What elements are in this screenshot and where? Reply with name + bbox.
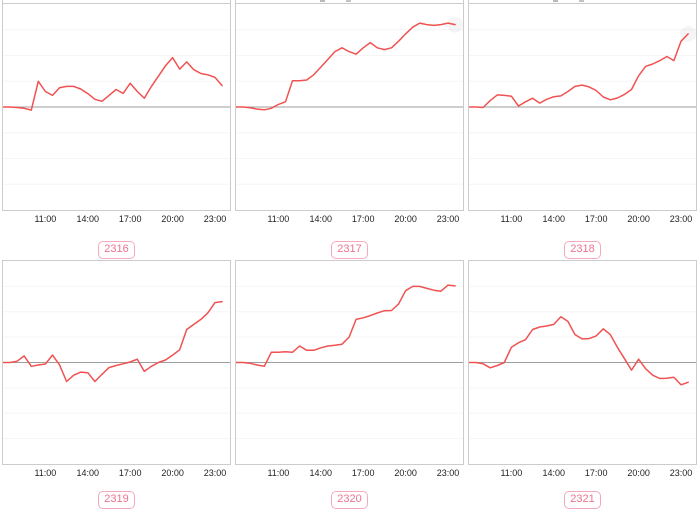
badge-row: 2317: [235, 230, 464, 259]
chart-id-badge[interactable]: 2320: [331, 491, 368, 509]
x-axis: 11:00 14:00 17:00 20:00 23:00: [235, 211, 464, 230]
badge-row: 2321: [468, 484, 697, 509]
badge-row: 2319: [2, 484, 231, 509]
x-tick-label: 23:00: [203, 468, 227, 478]
chart-id-badge[interactable]: 2317: [331, 241, 368, 259]
x-tick-label: 17:00: [584, 214, 608, 224]
x-tick-label: 17:00: [118, 214, 142, 224]
x-tick-label: 23:00: [436, 214, 460, 224]
x-axis: 11:00 14:00 17:00 20:00 23:00: [468, 465, 697, 484]
x-tick-label: 20:00: [161, 214, 184, 224]
x-axis: 11:00 14:00 17:00 20:00 23:00: [2, 211, 231, 230]
line-chart: [469, 25, 696, 185]
data-line: [3, 300, 223, 383]
plot-area: [235, 3, 464, 211]
x-tick-label: 11:00: [34, 468, 57, 478]
line-chart: [236, 16, 463, 185]
x-tick-label: 11:00: [34, 214, 57, 224]
cropped-title-remnant: [319, 0, 351, 2]
x-tick-label: 20:00: [394, 468, 417, 478]
x-axis: 11:00 14:00 17:00 20:00 23:00: [2, 465, 231, 484]
badge-row: 2320: [235, 484, 464, 509]
x-tick-label: 14:00: [76, 214, 100, 224]
chart-panel: 11:00 14:00 17:00 20:00 23:00 2317: [233, 0, 466, 259]
x-tick-label: 20:00: [161, 468, 184, 478]
cropped-title-area: [468, 0, 697, 3]
x-tick-label: 14:00: [309, 214, 333, 224]
line-chart: [236, 284, 463, 440]
data-line: [469, 33, 689, 109]
x-tick-label: 17:00: [118, 468, 142, 478]
chart-id-badge[interactable]: 2319: [98, 491, 135, 509]
x-tick-label: 23:00: [203, 214, 227, 224]
plot-area: [468, 260, 697, 465]
data-line: [469, 316, 689, 386]
x-tick-label: 23:00: [669, 468, 693, 478]
plot-area: [235, 260, 464, 465]
chart-id-badge[interactable]: 2318: [564, 241, 601, 259]
chart-panel: 11:00 14:00 17:00 20:00 23:00 2319: [0, 259, 233, 509]
chart-id-badge[interactable]: 2321: [564, 491, 601, 509]
x-tick-label: 11:00: [267, 214, 290, 224]
badge-row: 2316: [2, 230, 231, 259]
x-tick-label: 20:00: [627, 214, 650, 224]
chart-panel: 11:00 14:00 17:00 20:00 23:00 2320: [233, 259, 466, 509]
x-tick-label: 11:00: [267, 468, 290, 478]
x-tick-label: 14:00: [76, 468, 100, 478]
cropped-title-remnant: [552, 0, 584, 2]
chart-panel: 11:00 14:00 17:00 20:00 23:00 2321: [466, 259, 699, 509]
x-tick-label: 14:00: [542, 214, 566, 224]
cropped-title-area: [2, 0, 231, 3]
badge-row: 2318: [468, 230, 697, 259]
chart-panel: 11:00 14:00 17:00 20:00 23:00 2316: [0, 0, 233, 259]
x-tick-label: 23:00: [669, 214, 693, 224]
x-tick-label: 17:00: [584, 468, 608, 478]
plot-area: [2, 3, 231, 211]
line-chart: [469, 285, 696, 440]
plot-area: [468, 3, 697, 211]
x-tick-label: 20:00: [394, 214, 417, 224]
line-chart: [3, 29, 230, 185]
plot-area: [2, 260, 231, 465]
data-line: [3, 56, 223, 111]
x-tick-label: 20:00: [627, 468, 650, 478]
x-tick-label: 23:00: [436, 468, 460, 478]
x-tick-label: 14:00: [542, 468, 566, 478]
x-tick-label: 17:00: [351, 214, 375, 224]
x-tick-label: 17:00: [351, 468, 375, 478]
cropped-title-area: [235, 0, 464, 3]
x-tick-label: 11:00: [500, 214, 523, 224]
x-tick-label: 14:00: [309, 468, 333, 478]
data-line: [236, 284, 456, 368]
x-axis: 11:00 14:00 17:00 20:00 23:00: [468, 211, 697, 230]
line-chart: [3, 285, 230, 440]
data-line: [236, 22, 456, 111]
x-axis: 11:00 14:00 17:00 20:00 23:00: [235, 465, 464, 484]
chart-id-badge[interactable]: 2316: [98, 241, 135, 259]
x-tick-label: 11:00: [500, 468, 523, 478]
chart-panel: 11:00 14:00 17:00 20:00 23:00 2318: [466, 0, 699, 259]
